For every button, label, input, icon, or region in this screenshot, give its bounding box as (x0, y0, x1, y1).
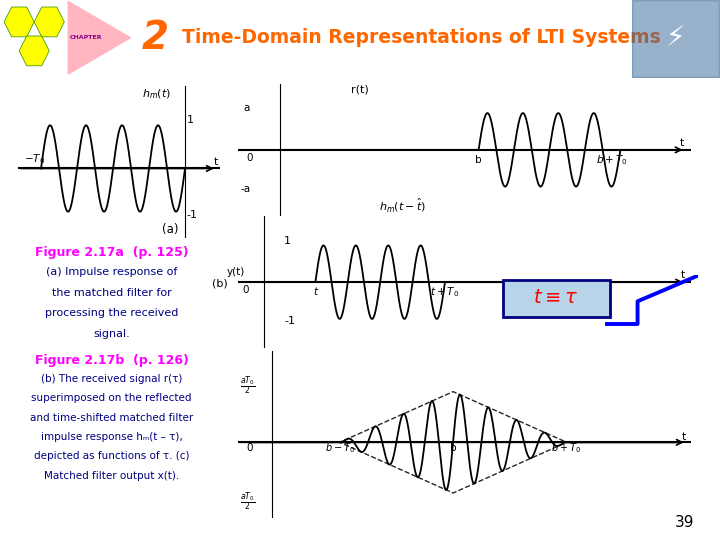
Text: -1: -1 (186, 210, 197, 220)
Text: $h_m(t)$: $h_m(t)$ (142, 87, 171, 101)
Text: (a) Impulse response of: (a) Impulse response of (46, 267, 177, 278)
Text: Matched filter output x(t).: Matched filter output x(t). (44, 471, 179, 481)
Text: Figure 2.17a  (p. 125): Figure 2.17a (p. 125) (35, 246, 189, 259)
Text: $\frac{aT_0}{2}$: $\frac{aT_0}{2}$ (240, 374, 255, 396)
Text: $t+T_0$: $t+T_0$ (431, 285, 459, 299)
Text: processing the received: processing the received (45, 308, 179, 319)
Text: t: t (681, 271, 685, 280)
Text: 1: 1 (186, 115, 194, 125)
Text: r(t): r(t) (351, 85, 369, 95)
Text: b: b (450, 443, 456, 454)
Text: a: a (243, 103, 250, 113)
Text: -a: -a (240, 184, 251, 194)
Text: t: t (214, 157, 218, 167)
Text: CHAPTER: CHAPTER (70, 35, 103, 40)
Text: 0: 0 (247, 443, 253, 454)
Text: b: b (475, 155, 482, 165)
Text: 39: 39 (675, 515, 695, 530)
Text: signal.: signal. (93, 329, 130, 339)
Text: (a): (a) (163, 223, 179, 237)
Text: 2: 2 (141, 18, 168, 57)
Text: $b+T_0$: $b+T_0$ (596, 153, 628, 166)
Text: impulse response hₘ(t – τ),: impulse response hₘ(t – τ), (41, 432, 182, 442)
Text: $t \equiv \tau$: $t \equiv \tau$ (534, 288, 579, 307)
Text: the matched filter for: the matched filter for (52, 288, 171, 298)
Text: $b+T_0$: $b+T_0$ (552, 441, 582, 455)
Text: ⚡: ⚡ (665, 24, 685, 52)
Polygon shape (68, 2, 130, 74)
Text: depicted as functions of τ. (c): depicted as functions of τ. (c) (34, 451, 189, 462)
Text: t: t (682, 432, 686, 442)
Text: t: t (680, 138, 684, 148)
Text: 0: 0 (246, 153, 253, 163)
Text: -1: -1 (284, 316, 295, 326)
FancyBboxPatch shape (503, 280, 610, 316)
Text: $-T_0$: $-T_0$ (24, 152, 45, 166)
Text: superimposed on the reflected: superimposed on the reflected (32, 393, 192, 403)
Text: $h_m(t-\hat{t})$: $h_m(t-\hat{t})$ (379, 197, 426, 214)
Text: t: t (313, 287, 318, 297)
Text: 0: 0 (243, 285, 249, 295)
Text: $b-T_0$: $b-T_0$ (325, 441, 355, 455)
Text: 1: 1 (284, 235, 292, 246)
Text: and time-shifted matched filter: and time-shifted matched filter (30, 413, 193, 423)
Text: y(t): y(t) (227, 267, 245, 278)
Text: Time-Domain Representations of LTI Systems: Time-Domain Representations of LTI Syste… (182, 28, 660, 47)
Text: (b): (b) (212, 278, 228, 288)
Text: $\frac{aT_0}{2}$: $\frac{aT_0}{2}$ (240, 490, 255, 514)
Text: Figure 2.17b  (p. 126): Figure 2.17b (p. 126) (35, 354, 189, 367)
Text: (b) The received signal r(τ): (b) The received signal r(τ) (41, 374, 182, 384)
